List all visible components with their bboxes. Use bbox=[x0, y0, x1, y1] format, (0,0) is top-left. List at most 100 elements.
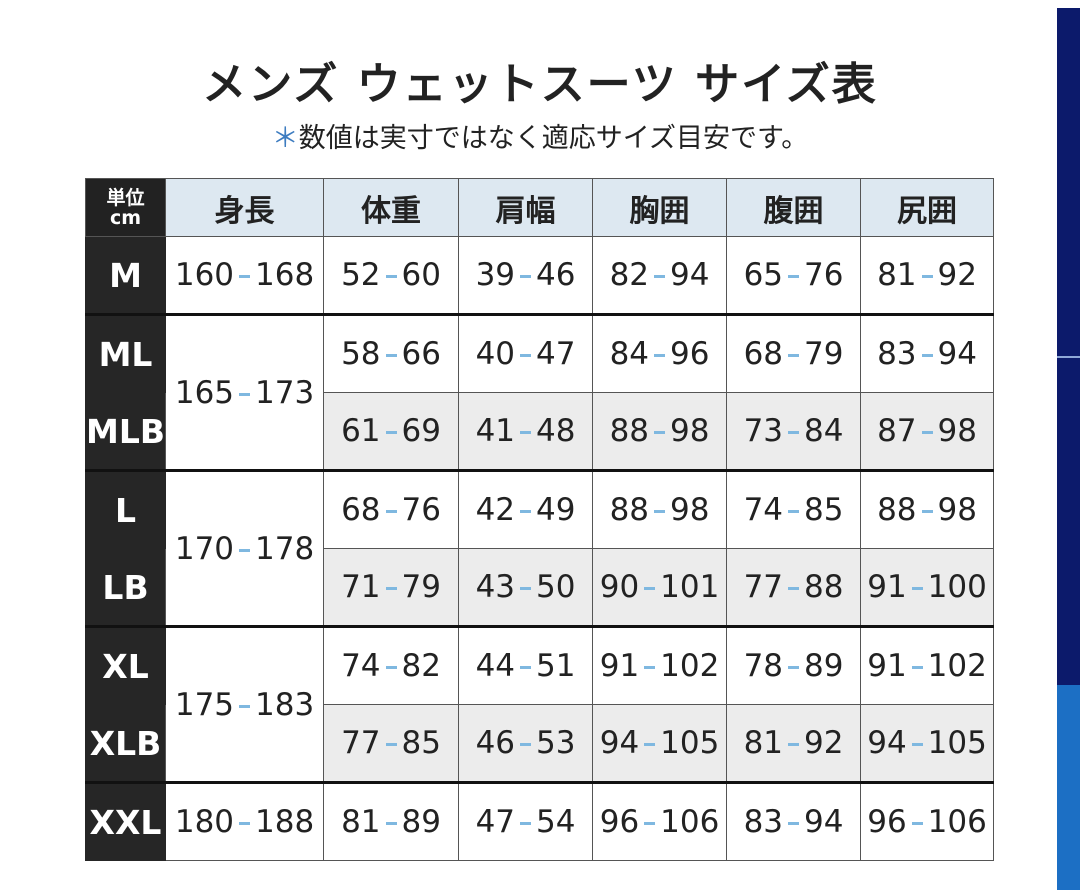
value-cell: 78 89 bbox=[726, 625, 862, 705]
value-cell: 42 49 bbox=[458, 469, 594, 549]
range-min: 84 bbox=[609, 336, 650, 372]
range-dash bbox=[911, 587, 923, 590]
value-cell: 47 54 bbox=[458, 781, 594, 861]
note-text: 数値は実寸ではなく適応サイズ目安です。 bbox=[298, 123, 809, 154]
range-dash bbox=[520, 743, 532, 746]
range-dash bbox=[921, 354, 933, 357]
range-dash bbox=[654, 431, 666, 434]
range-max: 94 bbox=[937, 336, 977, 372]
range-min: 160 bbox=[174, 257, 235, 293]
range-max: 98 bbox=[937, 413, 977, 449]
range-max: 183 bbox=[255, 686, 315, 723]
range-dash bbox=[644, 743, 656, 746]
range-max: 54 bbox=[536, 804, 576, 840]
range-max: 92 bbox=[804, 725, 844, 761]
range-max: 168 bbox=[255, 257, 315, 293]
value-cell: 96 106 bbox=[860, 781, 995, 861]
value-cell: 96 106 bbox=[592, 781, 728, 861]
range-min: 46 bbox=[475, 725, 516, 761]
range-max: 84 bbox=[804, 413, 844, 449]
range-min: 44 bbox=[475, 648, 516, 684]
range-dash bbox=[385, 666, 397, 669]
range-min: 96 bbox=[599, 804, 640, 840]
range-max: 79 bbox=[401, 569, 441, 605]
range-max: 50 bbox=[536, 569, 576, 605]
range-max: 76 bbox=[804, 257, 844, 293]
range-min: 39 bbox=[475, 257, 516, 293]
value-cell: 94 105 bbox=[860, 704, 995, 783]
range-dash bbox=[644, 666, 656, 669]
range-max: 47 bbox=[536, 336, 576, 372]
range-dash bbox=[239, 704, 251, 708]
range-min: 52 bbox=[341, 257, 381, 293]
range-min: 88 bbox=[609, 492, 650, 528]
range-max: 51 bbox=[536, 648, 576, 684]
range-min: 41 bbox=[475, 413, 516, 449]
range-max: 102 bbox=[927, 648, 987, 684]
range-max: 82 bbox=[401, 648, 441, 684]
height-cell: 165 173 bbox=[165, 313, 325, 471]
range-min: 91 bbox=[599, 648, 640, 684]
range-max: 188 bbox=[255, 804, 315, 840]
value-cell: 84 96 bbox=[592, 313, 728, 393]
range-max: 98 bbox=[670, 413, 710, 449]
value-cell: 41 48 bbox=[458, 392, 594, 471]
range-dash bbox=[644, 822, 656, 825]
value-cell: 71 79 bbox=[323, 548, 460, 627]
range-min: 87 bbox=[877, 413, 917, 449]
range-dash bbox=[239, 548, 251, 552]
size-cell: M bbox=[84, 236, 167, 315]
range-max: 92 bbox=[937, 257, 977, 293]
value-cell: 83 94 bbox=[860, 313, 995, 393]
range-max: 76 bbox=[401, 492, 441, 528]
range-min: 68 bbox=[341, 492, 381, 528]
range-max: 85 bbox=[804, 492, 844, 528]
value-cell: 61 69 bbox=[323, 392, 460, 471]
range-max: 98 bbox=[670, 492, 710, 528]
range-max: 105 bbox=[660, 725, 720, 761]
range-min: 94 bbox=[867, 725, 907, 761]
value-cell: 77 85 bbox=[323, 704, 460, 783]
value-cell: 68 79 bbox=[726, 313, 862, 393]
range-max: 85 bbox=[401, 725, 441, 761]
range-min: 73 bbox=[743, 413, 784, 449]
value-cell: 83 94 bbox=[726, 781, 862, 861]
range-max: 173 bbox=[255, 374, 315, 411]
range-dash bbox=[520, 587, 532, 590]
column-header: 体重 bbox=[323, 178, 460, 237]
range-min: 170 bbox=[174, 530, 235, 567]
title: メンズ ウェットスーツ サイズ表 bbox=[202, 59, 878, 110]
value-cell: 58 66 bbox=[323, 313, 460, 393]
range-min: 83 bbox=[743, 804, 784, 840]
range-dash bbox=[788, 743, 800, 746]
range-min: 90 bbox=[599, 569, 640, 605]
range-max: 66 bbox=[401, 336, 441, 372]
range-min: 91 bbox=[867, 569, 907, 605]
range-dash bbox=[385, 354, 397, 357]
range-min: 68 bbox=[743, 336, 784, 372]
header-row: 単位 cm 身長 体重 肩幅 胸囲 腹囲 尻囲 bbox=[84, 178, 995, 237]
range-dash bbox=[385, 510, 397, 513]
range-max: 79 bbox=[804, 336, 844, 372]
value-cell: 91 100 bbox=[860, 548, 995, 627]
range-min: 74 bbox=[341, 648, 381, 684]
height-cell: 175 183 bbox=[165, 625, 325, 783]
range-dash bbox=[911, 822, 923, 825]
range-max: 89 bbox=[804, 648, 844, 684]
value-cell: 52 60 bbox=[323, 236, 460, 315]
value-cell: 77 88 bbox=[726, 548, 862, 627]
value-cell: 65 76 bbox=[726, 236, 862, 315]
size-row: ML 165 173 58 66 40 47 84 96 68 79 83 94 bbox=[84, 313, 995, 471]
value-cell: 74 82 bbox=[323, 625, 460, 705]
range-min: 88 bbox=[609, 413, 650, 449]
range-max: 106 bbox=[660, 804, 720, 840]
note: ＊数値は実寸ではなく適応サイズ目安です。 bbox=[0, 116, 1080, 155]
range-min: 43 bbox=[475, 569, 516, 605]
range-min: 94 bbox=[599, 725, 640, 761]
range-max: 105 bbox=[927, 725, 987, 761]
range-max: 53 bbox=[536, 725, 576, 761]
range-min: 91 bbox=[867, 648, 907, 684]
size-row: MLB 61 69 41 48 88 98 73 84 87 98 bbox=[84, 392, 995, 471]
unit-label: 単位 bbox=[106, 186, 145, 209]
